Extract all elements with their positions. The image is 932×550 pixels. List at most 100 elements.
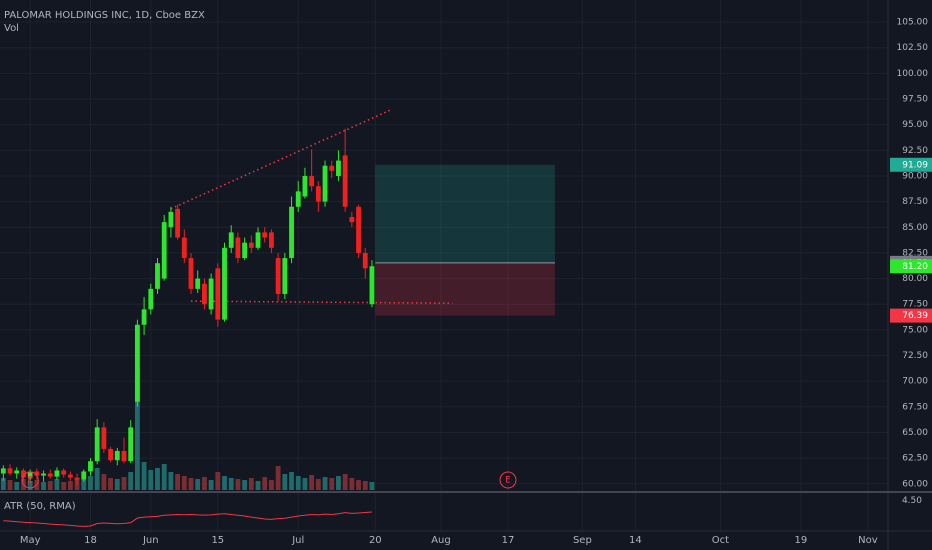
target-label: 91.09 — [902, 160, 928, 170]
candle-body — [14, 470, 20, 474]
volume-bar — [242, 480, 248, 490]
trend-line — [190, 300, 453, 304]
grid — [0, 0, 888, 531]
atr-tick-label: 4.50 — [902, 496, 922, 506]
volume-bar — [88, 476, 93, 490]
candle-body — [134, 324, 140, 402]
y-tick-label: 102.50 — [897, 43, 929, 53]
candle-body — [369, 266, 375, 305]
earnings-marker — [499, 471, 517, 489]
candle-body — [41, 473, 46, 476]
stop-label-box — [890, 308, 932, 323]
candle-body — [215, 268, 221, 320]
volume-bar — [181, 476, 187, 490]
candle-body — [262, 232, 268, 238]
candle-body — [336, 160, 341, 176]
candle-body — [195, 278, 201, 289]
candle-body — [7, 468, 13, 474]
volume-bar — [81, 480, 87, 490]
candle-body — [74, 477, 80, 480]
volume-label: Vol — [4, 23, 19, 34]
volume-bar — [322, 477, 328, 490]
candle-body — [34, 471, 40, 476]
x-tick-label: Sep — [573, 535, 592, 546]
x-tick-label: Aug — [431, 535, 451, 546]
y-tick-label: 80.00 — [902, 274, 928, 284]
volume-bar — [228, 478, 234, 490]
volume-bar — [262, 477, 268, 490]
candle-body — [349, 217, 355, 223]
volume-bar — [67, 481, 73, 490]
volume-bar — [94, 468, 100, 490]
volume-bar — [47, 481, 53, 490]
last-price-label: 81.20 — [902, 262, 928, 272]
candle-body — [295, 191, 301, 207]
volume-bar — [302, 478, 308, 490]
volume-bar — [14, 482, 20, 490]
stop-zone — [375, 262, 555, 316]
x-tick-label: Nov — [858, 535, 878, 546]
x-tick-label: 20 — [369, 535, 382, 546]
volume-bar — [282, 474, 288, 490]
volume-bar — [369, 482, 375, 490]
candle-body — [208, 278, 214, 310]
candle-body — [342, 155, 348, 207]
candle-body — [168, 211, 174, 228]
volume-bar — [27, 481, 33, 490]
volume-bar — [161, 464, 167, 490]
volume-bar — [41, 482, 46, 490]
target-label-box — [890, 157, 932, 172]
volume-bar — [134, 368, 140, 490]
y-tick-label: 105.00 — [897, 18, 929, 28]
volume-bar — [356, 480, 361, 490]
x-tick-label: Jul — [291, 535, 304, 546]
candle-body — [275, 258, 281, 294]
volume-bar — [215, 472, 221, 490]
x-tick-label: 19 — [795, 535, 808, 546]
volume-bar — [101, 474, 107, 490]
y-tick-label: 72.50 — [902, 351, 928, 361]
volume-bar — [195, 479, 201, 490]
candle-body — [302, 175, 308, 197]
candle-body — [329, 165, 335, 171]
candle-body — [362, 252, 368, 269]
volume-bar — [54, 479, 60, 490]
y-tick-label: 95.00 — [902, 120, 928, 130]
candle-body — [175, 208, 181, 238]
volume-bar — [362, 481, 368, 490]
volume-bar — [175, 474, 181, 490]
candle-body — [61, 470, 67, 475]
candle-body — [114, 450, 120, 461]
x-tick-label: May — [20, 535, 41, 546]
volume-bar — [168, 472, 174, 490]
volume-bar — [222, 476, 227, 490]
volume-bar — [208, 480, 214, 490]
volume-bar — [329, 478, 335, 490]
candle-body — [201, 283, 207, 305]
stop-label: 76.39 — [902, 311, 928, 321]
y-tick-label: 100.00 — [897, 69, 929, 79]
y-tick-label: 75.00 — [902, 325, 928, 335]
candle-body — [121, 450, 127, 462]
candle-body — [356, 206, 361, 253]
candle-body — [282, 258, 288, 294]
earnings-marker — [21, 471, 39, 489]
candle-body — [161, 222, 167, 279]
volume-bar — [0, 478, 6, 490]
volume-bar — [336, 476, 341, 490]
candle-body — [47, 473, 53, 477]
candle-body — [101, 427, 107, 449]
volume-bar — [148, 470, 154, 490]
candle-body — [141, 309, 147, 325]
candle-body — [88, 461, 93, 472]
candle-body — [94, 427, 100, 462]
y-tick-label: 90.00 — [902, 171, 928, 181]
candle-body — [228, 232, 234, 248]
chart-title: PALOMAR HOLDINGS INC, 1D, Cboe BZX — [4, 10, 205, 21]
candle-body — [81, 471, 87, 480]
volume-bar — [255, 481, 261, 490]
candle-body — [54, 470, 60, 477]
candle-body — [222, 247, 227, 320]
candle-body — [235, 237, 241, 259]
candle-body — [188, 258, 194, 289]
